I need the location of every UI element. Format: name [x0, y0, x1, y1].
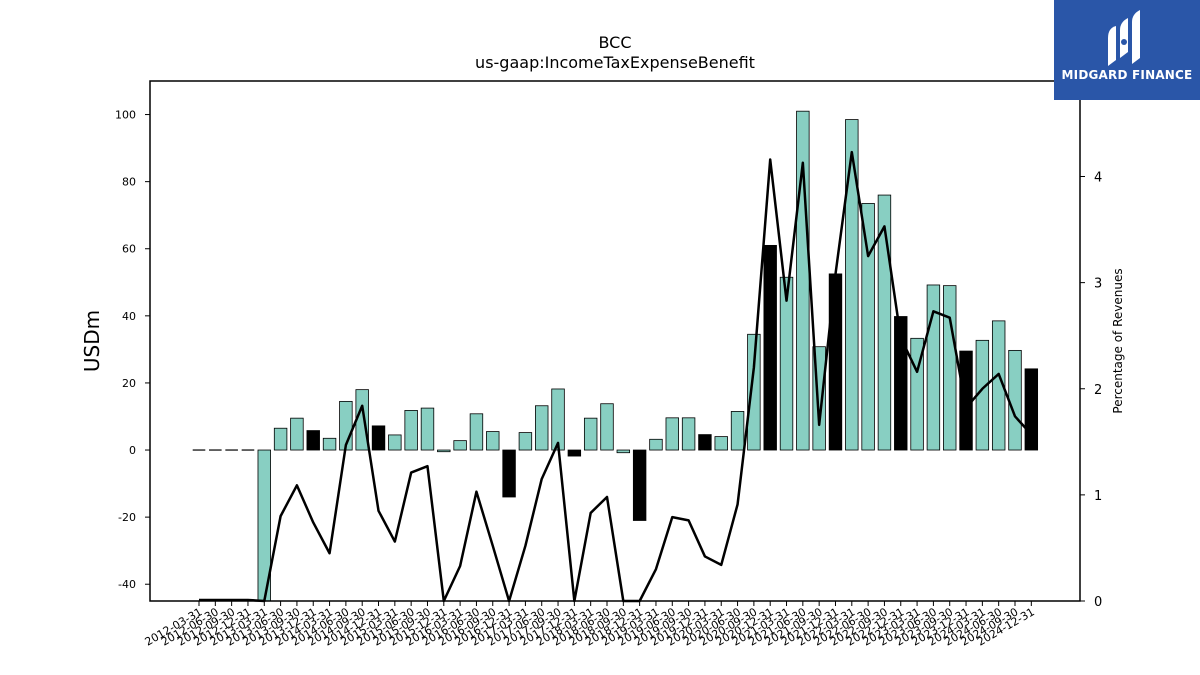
- bar: [420, 407, 435, 451]
- right-tick-label: 1: [1094, 489, 1102, 504]
- chart-title: BCC: [598, 33, 631, 52]
- bar: [779, 276, 794, 451]
- bar: [943, 285, 957, 451]
- bar: [322, 437, 337, 451]
- bar: [388, 434, 402, 451]
- bar: [877, 194, 892, 451]
- bar: [437, 449, 451, 453]
- right-tick-label: 4: [1094, 171, 1102, 186]
- bar: [502, 449, 516, 498]
- bar: [371, 425, 386, 451]
- brand-logo: MIDGARD FINANCE: [1054, 0, 1200, 100]
- plot-frame: [149, 80, 1081, 602]
- bar: [306, 430, 320, 451]
- bar: [404, 410, 418, 451]
- y-tick-label: 0: [129, 444, 136, 457]
- bar: [926, 284, 941, 451]
- y-tick-label: 80: [122, 176, 136, 189]
- bar: [567, 449, 582, 457]
- bar: [845, 119, 859, 451]
- bar: [714, 436, 728, 451]
- bar: [583, 417, 598, 451]
- bar: [453, 440, 467, 451]
- bar: [290, 417, 304, 451]
- bar: [632, 449, 647, 521]
- bar: [861, 203, 875, 451]
- bar: [551, 388, 565, 451]
- bar: [959, 350, 973, 451]
- bar: [698, 434, 712, 451]
- midgard-logo-icon: [1108, 10, 1140, 66]
- bar: [747, 333, 761, 451]
- chart-subtitle: us-gaap:IncomeTaxExpenseBenefit: [475, 53, 755, 72]
- bar: [600, 403, 614, 451]
- right-tick-label: 2: [1094, 383, 1102, 398]
- bar: [1024, 368, 1039, 451]
- brand-name: MIDGARD FINANCE: [1061, 68, 1193, 82]
- x-axis: 2012-03-312012-06-302012-09-302012-12-31…: [143, 601, 1037, 649]
- y-tick-label: 40: [122, 310, 136, 323]
- y-axis-right-label: Percentage of Revenues: [1111, 268, 1125, 413]
- bar: [763, 244, 777, 451]
- y-tick-label: -40: [118, 578, 136, 591]
- percentage-line: [199, 150, 1033, 603]
- bar: [894, 316, 908, 451]
- y-tick-label: 20: [122, 377, 136, 390]
- bar: [616, 449, 631, 454]
- bar: [730, 411, 745, 451]
- bar: [681, 417, 696, 451]
- right-tick-label: 3: [1094, 277, 1102, 292]
- bar: [535, 405, 549, 451]
- bar: [1008, 349, 1022, 451]
- y-axis-right: 0 1 2 3 4: [1080, 171, 1102, 610]
- bar: [486, 431, 500, 451]
- y-axis-label: USDm: [80, 310, 104, 372]
- bar: [665, 417, 679, 451]
- bar: [518, 432, 533, 451]
- y-tick-label: -20: [118, 511, 136, 524]
- y-tick-label: 60: [122, 243, 136, 256]
- bar: [991, 320, 1006, 451]
- bar: [828, 273, 843, 451]
- y-axis-left: -40 -20 0 20 40 60 80 100: [115, 109, 150, 591]
- bar: [649, 438, 663, 451]
- bar: [273, 427, 288, 451]
- right-tick-label: 0: [1094, 595, 1102, 610]
- y-tick-label: 100: [115, 109, 136, 122]
- bar: [469, 413, 484, 451]
- line-series: [199, 150, 1033, 603]
